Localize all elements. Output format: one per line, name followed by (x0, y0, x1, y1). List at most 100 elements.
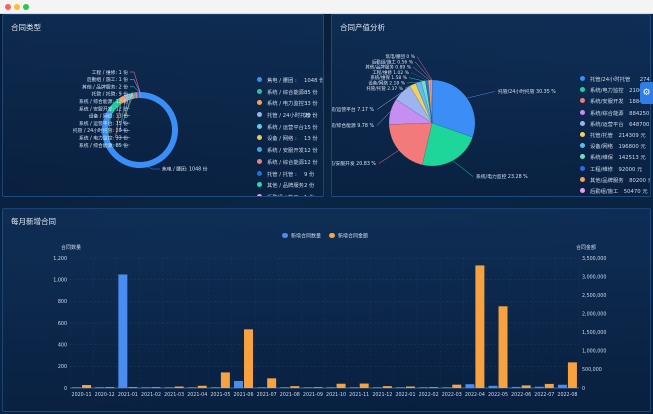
contract-type-legend-label: 系统 / 运营平台 : (267, 124, 308, 131)
x-tick-label: 2021-10 (326, 392, 346, 398)
pie-slice-label: 其他/品牌服务 0.89 % (365, 64, 411, 71)
bar-contract-amount (105, 387, 115, 388)
pie-slice (388, 122, 433, 166)
pie-slice-label: 系统/维保 1.58 % (370, 74, 407, 81)
x-tick-label: 2021-12 (372, 392, 392, 398)
bar-contract-count (118, 274, 128, 388)
contract-type-legend-value: 33 份 (304, 101, 318, 108)
contract-type-legend-value: 15 份 (304, 124, 318, 131)
x-tick-label: 2021-08 (280, 392, 300, 398)
pie-label-line (416, 56, 433, 81)
contract-type-legend-value: 13 份 (304, 136, 318, 143)
x-tick-label: 2022-03 (442, 392, 462, 398)
contract-value-legend-swatch (580, 76, 585, 81)
pie-label-line (376, 111, 391, 126)
bar-contract-count (419, 387, 429, 388)
y-tick-right: 0 (582, 386, 585, 392)
donut-slice-label: 其他 / 品牌服务: 2 份 (82, 83, 128, 90)
contract-value-legend-value: 142513 元 (618, 155, 646, 162)
donut-slice (135, 92, 138, 99)
contract-value-legend-label: 托管/托管 (590, 132, 613, 139)
bar-contract-count (187, 387, 197, 388)
contract-value-legend-value: 648700 元 (629, 121, 650, 128)
contract-type-legend-label: 焦电 / 腰团 : (267, 78, 297, 84)
donut-slice-label: 系统 / 电力监控: 33 份 (79, 135, 128, 142)
contract-type-legend-swatch (257, 193, 262, 196)
bar-contract-count (488, 385, 498, 388)
bar-contract-count (465, 384, 475, 388)
contract-type-legend-value: 12 份 (304, 159, 318, 166)
x-tick-label: 2022-05 (488, 392, 508, 398)
close-window-button[interactable] (5, 4, 11, 10)
x-tick-label: 2021-09 (303, 392, 323, 398)
donut-slice (107, 98, 123, 114)
y-tick-right: 500,000 (582, 367, 602, 373)
contract-type-legend-swatch (257, 100, 262, 106)
x-tick-label: 2021-03 (164, 392, 184, 398)
contract-type-legend-swatch (257, 123, 262, 129)
donut-label-line (130, 91, 139, 95)
y-tick-right: 2,000,000 (582, 312, 606, 318)
pie-slice-label: 工程/维修 1.02 % (372, 69, 409, 76)
x-tick-label: 2022-02 (419, 392, 439, 398)
donut-label-line (130, 71, 141, 93)
bar-contract-amount (475, 265, 485, 388)
donut-slice-label: 系统 / 综合能源: 12 份 (79, 98, 128, 105)
contract-value-title: 合同产值分析 (340, 23, 385, 32)
contract-type-legend-label: 托管 / 托管 : (267, 171, 297, 178)
contract-value-legend-label: 其他/品牌服务 (590, 177, 624, 184)
donut-label-line (130, 92, 137, 102)
contract-type-legend-label: 其他 / 品牌服务 : (267, 183, 308, 190)
contract-type-legend-swatch (257, 170, 262, 176)
contract-value-legend-swatch (580, 154, 585, 160)
donut-slice-label: 系统 / 运营平台: 15 份 (79, 120, 128, 127)
donut-slice-label: 托管 / 托管: 9 份 (92, 91, 129, 98)
maximize-window-button[interactable] (23, 4, 29, 10)
settings-icon[interactable]: ⚙ (640, 82, 653, 104)
contract-value-legend-swatch (580, 176, 585, 182)
bar-contract-count (395, 387, 405, 388)
contract-value-legend-swatch (580, 98, 585, 104)
minimize-window-button[interactable] (14, 4, 20, 10)
donut-label-line (106, 103, 130, 146)
x-tick-label: 2021-01 (118, 392, 138, 398)
contract-value-legend-swatch (580, 143, 585, 149)
y-tick-left: 600 (58, 321, 67, 327)
contract-value-legend-value: 80200 元 (629, 177, 651, 184)
x-tick-label: 2020-11 (72, 392, 92, 398)
legend-label-count: 新增合同数量 (291, 233, 321, 240)
donut-label-line (130, 79, 141, 93)
contract-type-legend-value: 20 份 (304, 113, 318, 120)
contract-value-legend-value: 1884473 元 (629, 97, 650, 105)
contract-value-legend-value: 214309 元 (618, 132, 646, 139)
bar-contract-amount (128, 387, 138, 388)
bar-contract-count (164, 387, 174, 388)
y-tick-left: 200 (58, 364, 67, 370)
contract-type-legend-swatch (257, 147, 262, 153)
bar-contract-amount (452, 384, 462, 388)
contract-value-legend-swatch (580, 187, 585, 193)
donut-label-line (119, 94, 130, 131)
y-tick-left: 400 (58, 342, 67, 348)
pie-slice-label: 系统/运营平台 7.17 % (332, 106, 374, 113)
legend-swatch-count (282, 233, 288, 238)
contract-type-legend-value: 85 份 (304, 89, 318, 96)
contract-value-legend-label: 系统/电力监控 (590, 88, 624, 95)
y-tick-left: 0 (64, 386, 67, 392)
pie-slice-label: 焦电/腰团 0 % (385, 53, 415, 60)
contract-type-legend-swatch (257, 112, 262, 118)
pie-slice-label: 托管/托管 2.37 % (366, 85, 403, 92)
bar-contract-count (210, 387, 220, 388)
monthly-contracts-panel: 每月新增合同 新增合同数量 新增合同金额 合同数量 合同金额 0 200 400 600 800… (2, 208, 651, 412)
x-tick-label: 2021-06 (233, 392, 253, 398)
pie-label-line (376, 91, 403, 110)
bar-contract-count (372, 387, 382, 388)
pie-label-line (378, 150, 399, 164)
x-tick-label: 2021-07 (257, 392, 277, 398)
bar-contract-amount (429, 387, 439, 388)
bar-contract-amount (197, 385, 207, 388)
x-tick-label: 2021-11 (349, 392, 369, 398)
contract-type-legend-label: 系统 / 电力监控 : (267, 101, 308, 108)
bar-contract-count (534, 386, 544, 388)
